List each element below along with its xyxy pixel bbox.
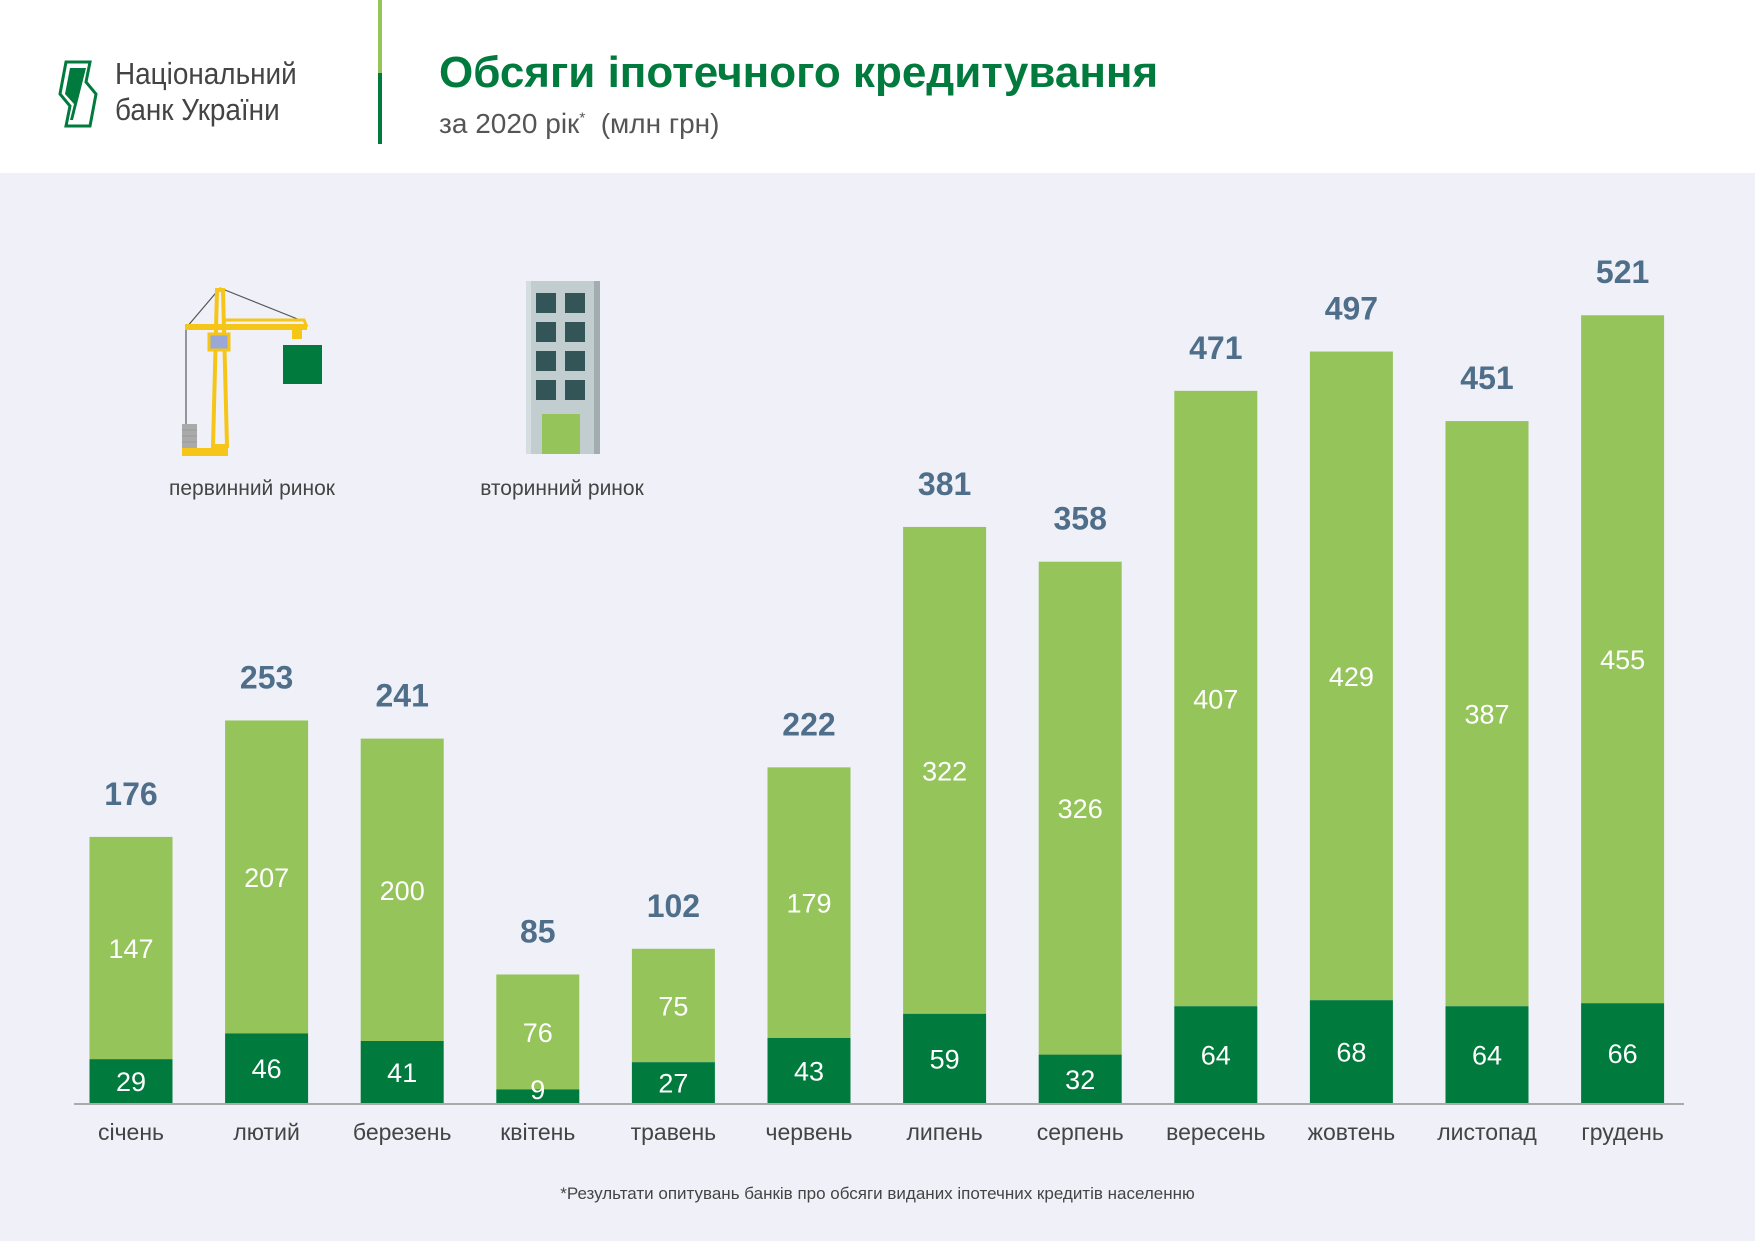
logo-text: Національний банк України xyxy=(115,56,297,128)
legend-secondary-label: вторинний ринок xyxy=(480,477,644,500)
label-total: 85 xyxy=(520,913,556,949)
x-tick-label: вересень xyxy=(1166,1119,1265,1145)
header-divider xyxy=(378,0,382,73)
bar-secondary xyxy=(631,948,715,1063)
bar-secondary xyxy=(496,974,580,1090)
x-tick-label: березень xyxy=(353,1119,452,1145)
label-primary: 9 xyxy=(530,1075,545,1105)
label-secondary: 326 xyxy=(1058,794,1103,824)
x-tick-label: лютий xyxy=(233,1119,299,1145)
label-total: 521 xyxy=(1596,254,1649,290)
label-primary: 29 xyxy=(116,1067,146,1097)
bar-secondary xyxy=(1581,315,1665,1004)
bar-secondary xyxy=(225,720,309,1034)
label-primary: 32 xyxy=(1065,1065,1095,1095)
label-total: 241 xyxy=(376,678,429,714)
logo-line-1: Національний xyxy=(115,56,297,91)
label-secondary: 387 xyxy=(1464,700,1509,730)
label-total: 102 xyxy=(647,888,700,924)
label-total: 253 xyxy=(240,659,293,695)
bar-primary xyxy=(767,1037,851,1103)
bar-primary xyxy=(1174,1006,1258,1103)
x-tick-label: листопад xyxy=(1437,1119,1537,1145)
bar-secondary xyxy=(1309,351,1393,1001)
bar-primary xyxy=(1309,1000,1393,1103)
label-secondary: 75 xyxy=(658,991,688,1021)
bar-primary xyxy=(1038,1054,1122,1103)
label-secondary: 407 xyxy=(1193,685,1238,715)
x-tick-label: червень xyxy=(765,1119,852,1145)
bar-primary xyxy=(1581,1003,1665,1103)
subtitle-period: за 2020 рік xyxy=(439,108,580,139)
bar-primary xyxy=(1445,1006,1529,1103)
bar-secondary xyxy=(89,836,173,1060)
label-primary: 59 xyxy=(930,1044,960,1074)
x-tick-label: січень xyxy=(98,1119,164,1145)
x-tick-label: грудень xyxy=(1581,1119,1664,1145)
building-icon xyxy=(526,281,600,454)
label-total: 176 xyxy=(104,776,157,812)
label-secondary: 322 xyxy=(922,756,967,786)
label-primary: 27 xyxy=(658,1069,688,1099)
crane-icon xyxy=(182,287,322,456)
label-total: 358 xyxy=(1054,501,1107,537)
label-secondary: 455 xyxy=(1600,645,1645,675)
label-total: 381 xyxy=(918,466,971,502)
label-primary: 66 xyxy=(1608,1039,1638,1069)
bar-secondary xyxy=(1174,390,1258,1007)
label-total: 222 xyxy=(782,706,835,742)
label-primary: 46 xyxy=(252,1054,282,1084)
bar-secondary xyxy=(767,767,851,1038)
x-tick-label: травень xyxy=(631,1119,717,1145)
label-total: 497 xyxy=(1325,291,1378,327)
x-tick-label: липень xyxy=(906,1119,982,1145)
legend-primary-label: первинний ринок xyxy=(169,477,335,500)
bar-primary xyxy=(360,1041,444,1103)
bar-primary xyxy=(89,1059,173,1103)
bar-primary xyxy=(225,1033,309,1103)
x-tick-label: квітень xyxy=(500,1119,575,1145)
header: Національний банк України Обсяги іпотечн… xyxy=(0,0,1755,173)
bar-primary xyxy=(496,1089,580,1103)
label-primary: 64 xyxy=(1472,1041,1502,1071)
footnote: *Результати опитувань банків про обсяги … xyxy=(560,1184,1195,1203)
bar-secondary xyxy=(1038,561,1122,1055)
x-tick-label: серпень xyxy=(1037,1119,1124,1145)
subtitle-unit: (млн грн) xyxy=(600,108,720,139)
label-secondary: 429 xyxy=(1329,662,1374,692)
bar-primary xyxy=(903,1013,987,1103)
bar-secondary xyxy=(1445,421,1529,1007)
label-primary: 43 xyxy=(794,1056,824,1086)
label-primary: 64 xyxy=(1201,1041,1231,1071)
subtitle-footnote-mark: * xyxy=(579,109,586,127)
logo-line-2: банк України xyxy=(115,92,280,127)
label-secondary: 179 xyxy=(786,889,831,919)
label-secondary: 200 xyxy=(380,876,425,906)
label-total: 451 xyxy=(1460,360,1513,396)
x-tick-label: жовтень xyxy=(1308,1119,1396,1145)
label-primary: 41 xyxy=(387,1058,417,1088)
label-secondary: 207 xyxy=(244,863,289,893)
label-total: 471 xyxy=(1189,330,1242,366)
bar-secondary xyxy=(360,738,444,1042)
page-title: Обсяги іпотечного кредитування xyxy=(439,48,1159,97)
nbu-logo-icon xyxy=(58,60,98,128)
label-primary: 68 xyxy=(1336,1038,1366,1068)
label-secondary: 147 xyxy=(108,934,153,964)
bar-primary xyxy=(631,1062,715,1103)
label-secondary: 76 xyxy=(523,1018,553,1048)
header-divider-accent xyxy=(378,73,382,144)
page-subtitle: за 2020 рік* (млн грн) xyxy=(439,108,719,140)
bar-secondary xyxy=(903,526,987,1014)
